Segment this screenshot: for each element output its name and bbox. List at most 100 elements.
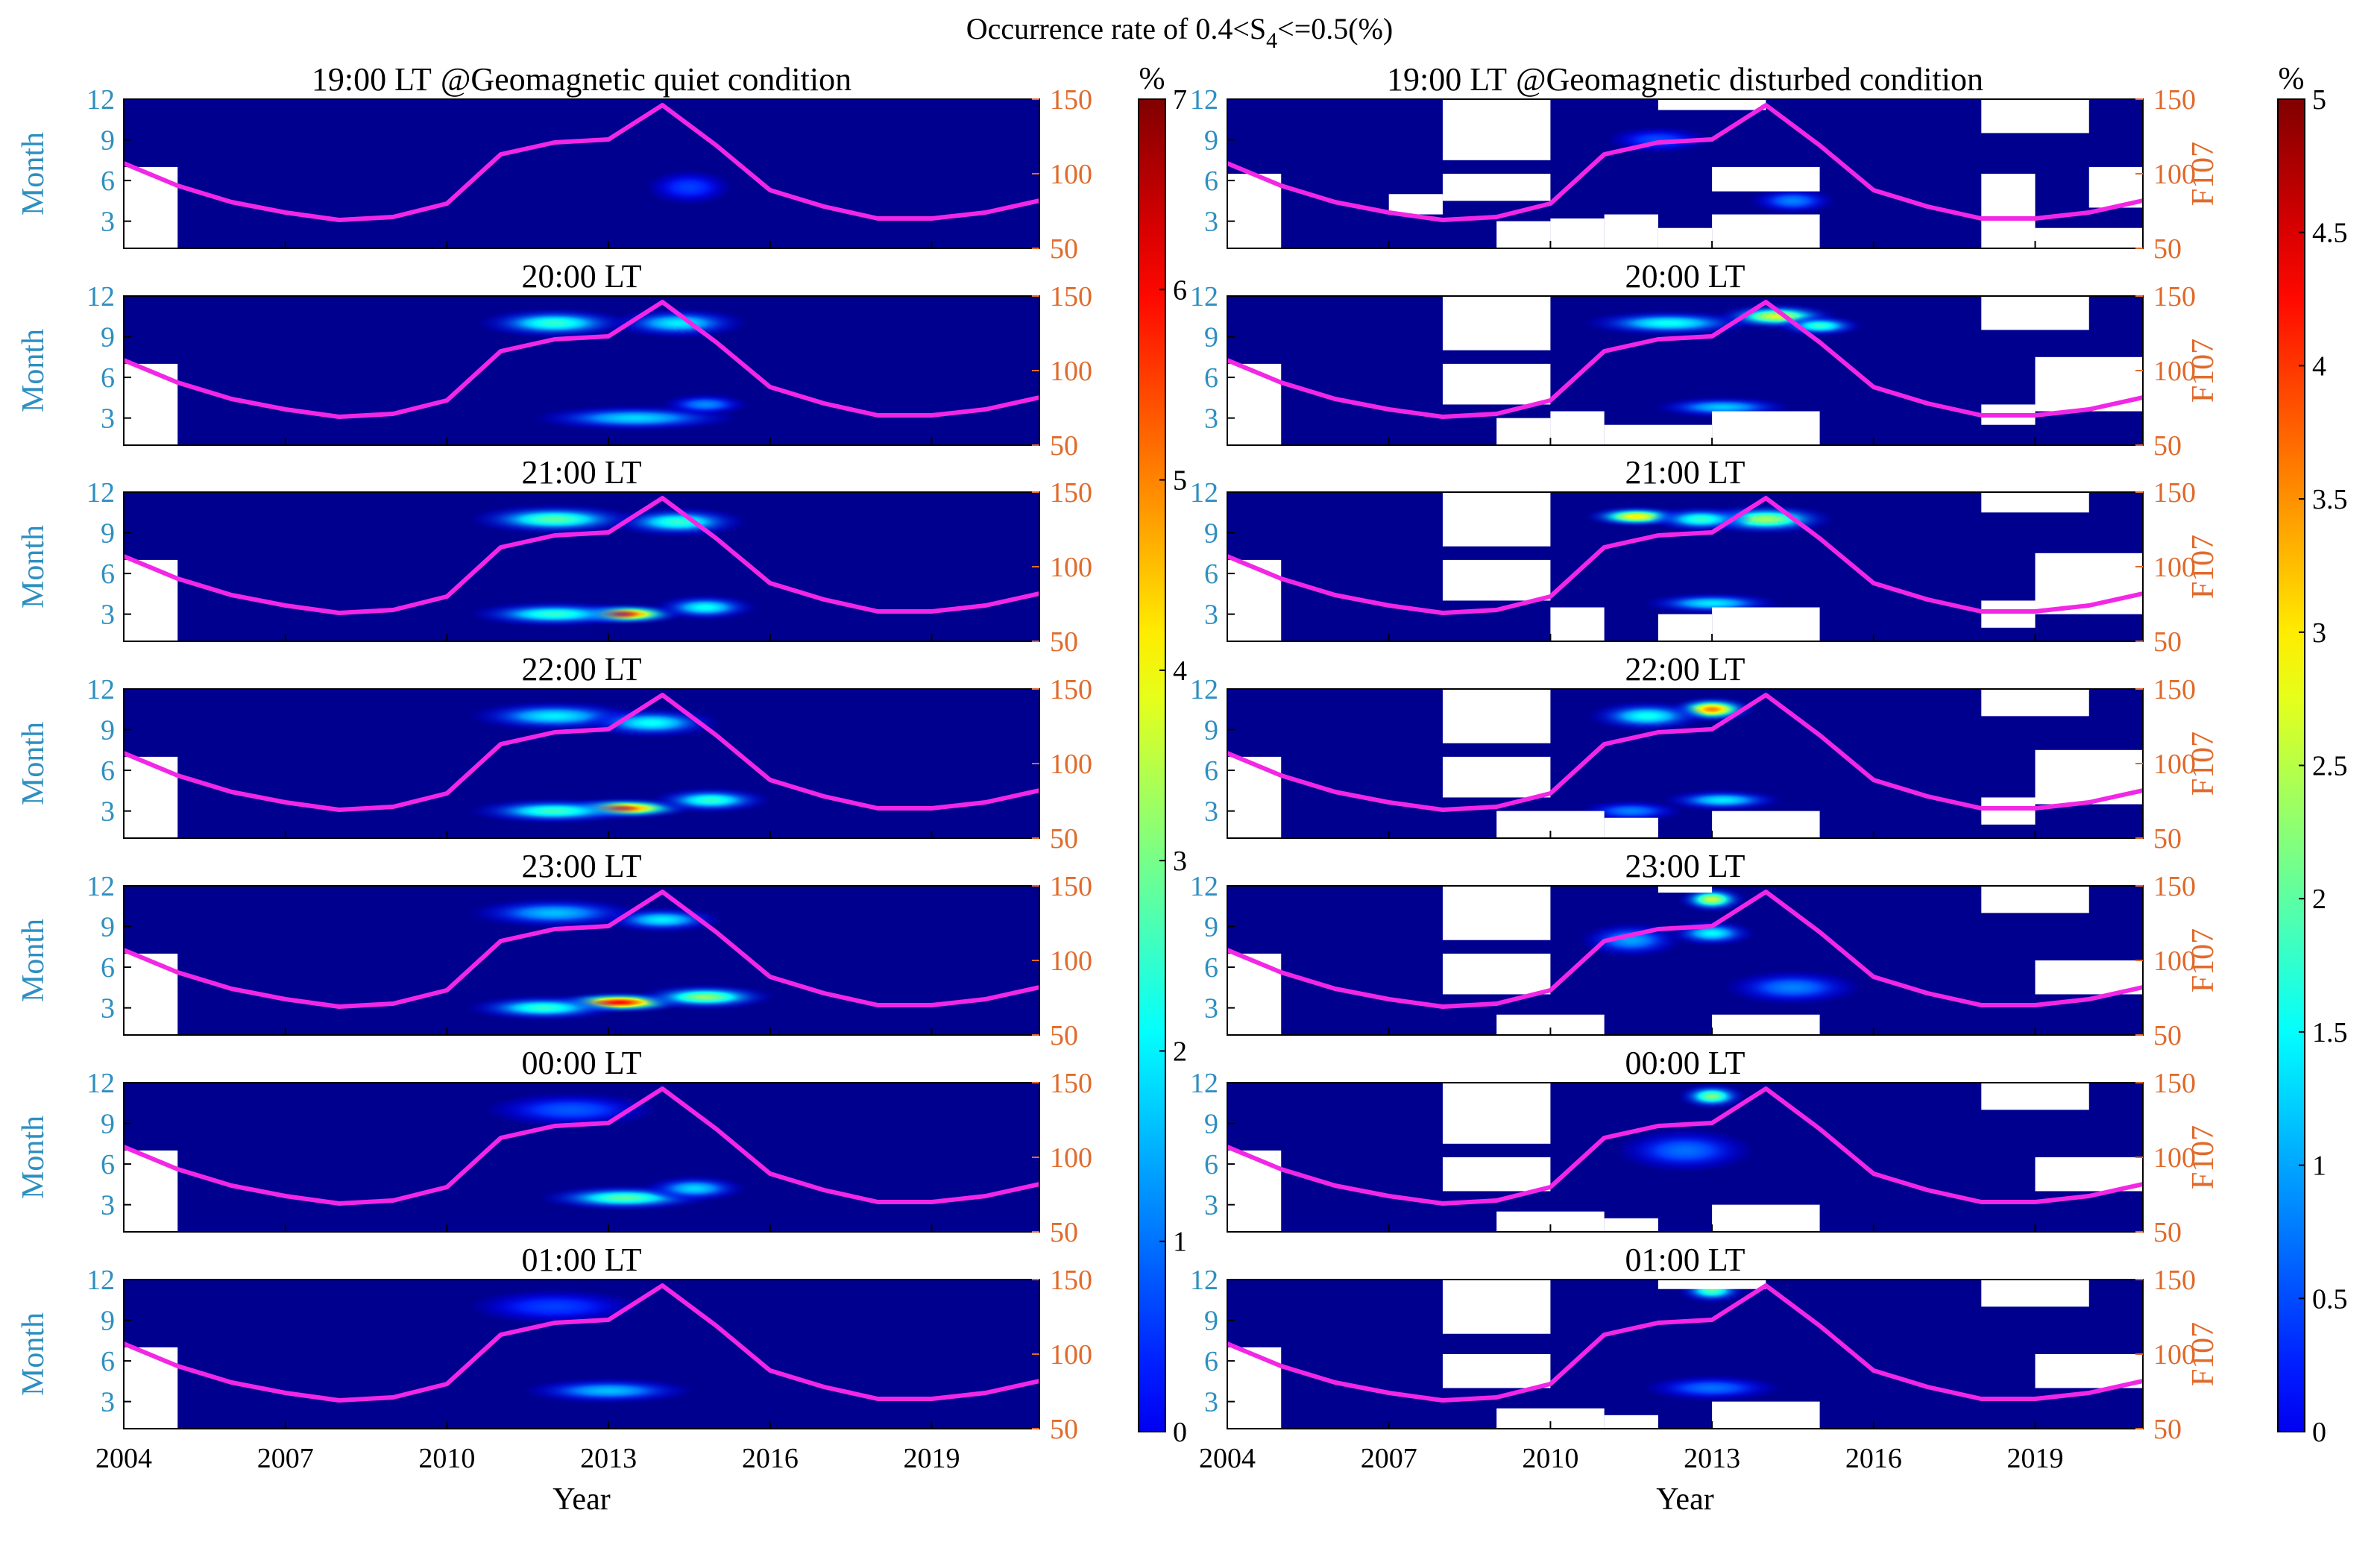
month-tick-label: 9 [101,322,115,353]
month-tick-label: 3 [1204,1190,1218,1221]
month-tick-label: 3 [1204,993,1218,1025]
colorbar-tick-label: 3.5 [2312,484,2348,515]
colorbar-tick-label: 0.5 [2312,1283,2348,1315]
heatmap-cells [1227,1083,2143,1232]
f107-axis-label: F107 [2186,142,2220,206]
year-tick-label: 2019 [2007,1443,2064,1474]
panel-disturbed-0: 3 6 9 12 50 100 150 19:00 LT @Geomagnetic distur… [1190,61,2220,265]
f107-axis-label: F107 [2186,1322,2220,1386]
f107-tick-label: 50 [2153,1020,2182,1051]
f107-tick-label: 50 [2153,626,2182,658]
month-tick-label: 6 [1204,755,1218,787]
missing-data-cell [1442,1354,1551,1388]
missing-data-cell [2035,960,2143,995]
heatmap-hotspot [1579,800,1684,822]
panel-disturbed-2: 3 6 9 12 50 100 150 21:00 LT F107 [1190,454,2220,658]
f107-tick-label: 50 [2153,233,2182,265]
f107-tick-label: 150 [1050,84,1092,116]
panel-title-condition: @Geomagnetic quiet condition [441,61,851,98]
f107-tick-label: 150 [1050,871,1092,902]
month-tick-label: 3 [1204,207,1218,238]
panel-title: 00:00 LT [1625,1045,1745,1081]
heatmap-hotspot [1649,506,1754,532]
f107-tick-label: 100 [1050,356,1092,387]
colorbar-tick-label: 4 [1173,655,1187,687]
f107-axis-label: F107 [2186,731,2220,796]
panel-title: 20:00 LT [1625,258,1745,295]
panel-disturbed-5: 3 6 9 12 50 100 150 00:00 LT F107 [1190,1045,2220,1248]
f107-tick-label: 150 [2153,477,2196,509]
missing-data-cell [1604,214,1658,248]
panel-title: 19:00 LT @Geomagnetic disturbed condition [1387,61,1983,98]
figure-title-sub: 4 [1266,28,1277,53]
month-tick-label: 3 [101,600,115,631]
panel-quiet-1: 3 6 9 12 50 100 150 20:00 LT Month [16,258,1092,462]
month-tick-label: 9 [1204,715,1218,746]
month-tick-label: 12 [1190,1068,1218,1099]
colorbar-tick-label: 4.5 [2312,218,2348,249]
month-tick-label: 12 [86,871,115,902]
heatmap-hotspot [1724,970,1862,1005]
f107-tick-label: 100 [1050,749,1092,780]
panel-title-time: 20:00 LT [522,258,642,295]
panel-title: 23:00 LT [522,848,642,884]
year-tick-label: 2013 [580,1443,637,1474]
f107-axis-label: F107 [2186,339,2220,403]
missing-data-cell [1496,418,1551,445]
month-tick-label: 12 [86,674,115,705]
heatmap-hotspot [468,798,641,825]
panel-title: 19:00 LT @Geomagnetic quiet condition [312,61,851,98]
panel-title-time: 23:00 LT [522,848,642,884]
month-axis-label: Month [16,722,51,805]
panel-title: 22:00 LT [1625,651,1745,688]
missing-data-cell [1604,817,1658,838]
f107-line [1227,1086,2143,1206]
colorbar-tick-label: 2.5 [2312,751,2348,782]
missing-data-cell [1981,174,2036,248]
year-tick-label: 2019 [904,1443,960,1474]
year-tick-label: 2013 [1684,1443,1740,1474]
f107-tick-label: 50 [1050,1414,1078,1445]
month-tick-label: 3 [101,207,115,238]
month-tick-label: 9 [101,125,115,157]
f107-tick-label: 100 [2153,1142,2196,1174]
missing-data-cell [1604,1415,1658,1429]
month-tick-label: 12 [1190,477,1218,509]
missing-data-cell [1981,689,2089,717]
missing-data-cell [1442,296,1551,350]
month-tick-label: 6 [1204,1346,1218,1377]
missing-data-cell [1550,218,1605,248]
missing-data-cell [1227,1347,1282,1429]
f107-tick-label: 50 [1050,233,1078,265]
missing-data-cell [1604,1218,1658,1232]
panel-quiet-2: 3 6 9 12 50 100 150 21:00 LT Month [16,454,1092,658]
month-tick-label: 6 [1204,1149,1218,1180]
month-tick-label: 9 [101,518,115,550]
panel-title-time: 21:00 LT [522,454,642,491]
month-tick-label: 12 [86,477,115,509]
month-tick-label: 3 [1204,600,1218,631]
colorbar-gradient [1138,98,1166,1432]
month-tick-label: 12 [86,1265,115,1296]
missing-data-cell [1442,1083,1551,1144]
panel-title-time: 20:00 LT [1625,258,1745,295]
f107-line [124,693,1039,812]
heatmap-hotspot [468,1289,641,1324]
month-tick-label: 9 [101,715,115,746]
panel-title-time: 19:00 LT [1387,61,1507,98]
heatmap-cells [124,504,758,641]
panel-title-time: 01:00 LT [522,1242,642,1278]
month-tick-label: 6 [1204,362,1218,394]
missing-data-cell [2035,1157,2143,1192]
colorbar-tick-label: 0 [1173,1417,1187,1448]
heatmap-hotspot [1677,886,1747,913]
missing-data-cell [1550,411,1605,445]
month-tick-label: 12 [86,84,115,116]
heatmap-cells [124,308,749,445]
f107-tick-label: 100 [1050,552,1092,583]
year-axis-label: Year [1656,1482,1713,1517]
panel-title-time: 22:00 LT [522,651,642,688]
f107-tick-label: 150 [1050,477,1092,509]
month-axis-label: Month [16,329,51,412]
panel-quiet-6: 3 6 9 12 50 100 150 01:00 LT Month [16,1242,1092,1445]
